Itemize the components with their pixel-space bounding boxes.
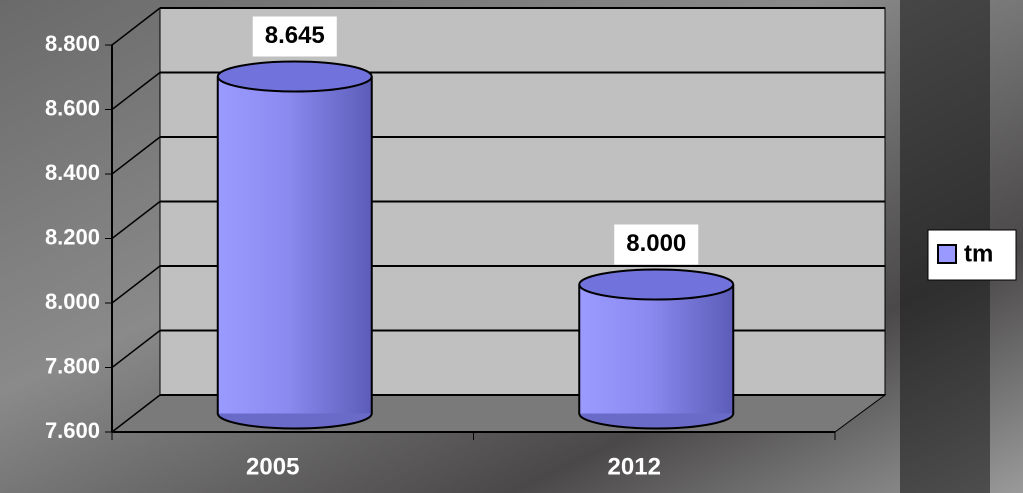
bar <box>217 76 372 414</box>
bar-top <box>578 268 735 301</box>
bar-top <box>216 60 373 93</box>
grid-line-side <box>111 265 161 304</box>
grid-line-side <box>111 136 161 175</box>
grid-line-side <box>111 200 161 240</box>
value-label-box <box>614 224 699 265</box>
y-tick-label: 7.800 <box>45 353 100 378</box>
x-tick-label: 2005 <box>246 453 299 480</box>
legend-swatch <box>937 244 957 264</box>
grid-line-side <box>111 394 161 433</box>
value-label: 8.000 <box>626 230 686 257</box>
y-tick-label: 8.400 <box>45 160 100 185</box>
x-tick-label: 2012 <box>608 453 661 480</box>
y-tick-label: 8.000 <box>45 289 100 314</box>
grid-line-side <box>111 329 161 369</box>
y-tick-label: 8.600 <box>45 95 100 120</box>
grid-line-side <box>111 7 161 46</box>
y-tick-label: 7.600 <box>45 418 100 443</box>
y-tick-label: 8.800 <box>45 31 100 56</box>
value-label-box <box>252 16 337 57</box>
bar <box>579 284 734 414</box>
value-label: 8.645 <box>265 22 325 49</box>
legend-label: tm <box>964 240 993 267</box>
grid-line-side <box>111 71 161 111</box>
y-tick-label: 8.200 <box>45 224 100 249</box>
